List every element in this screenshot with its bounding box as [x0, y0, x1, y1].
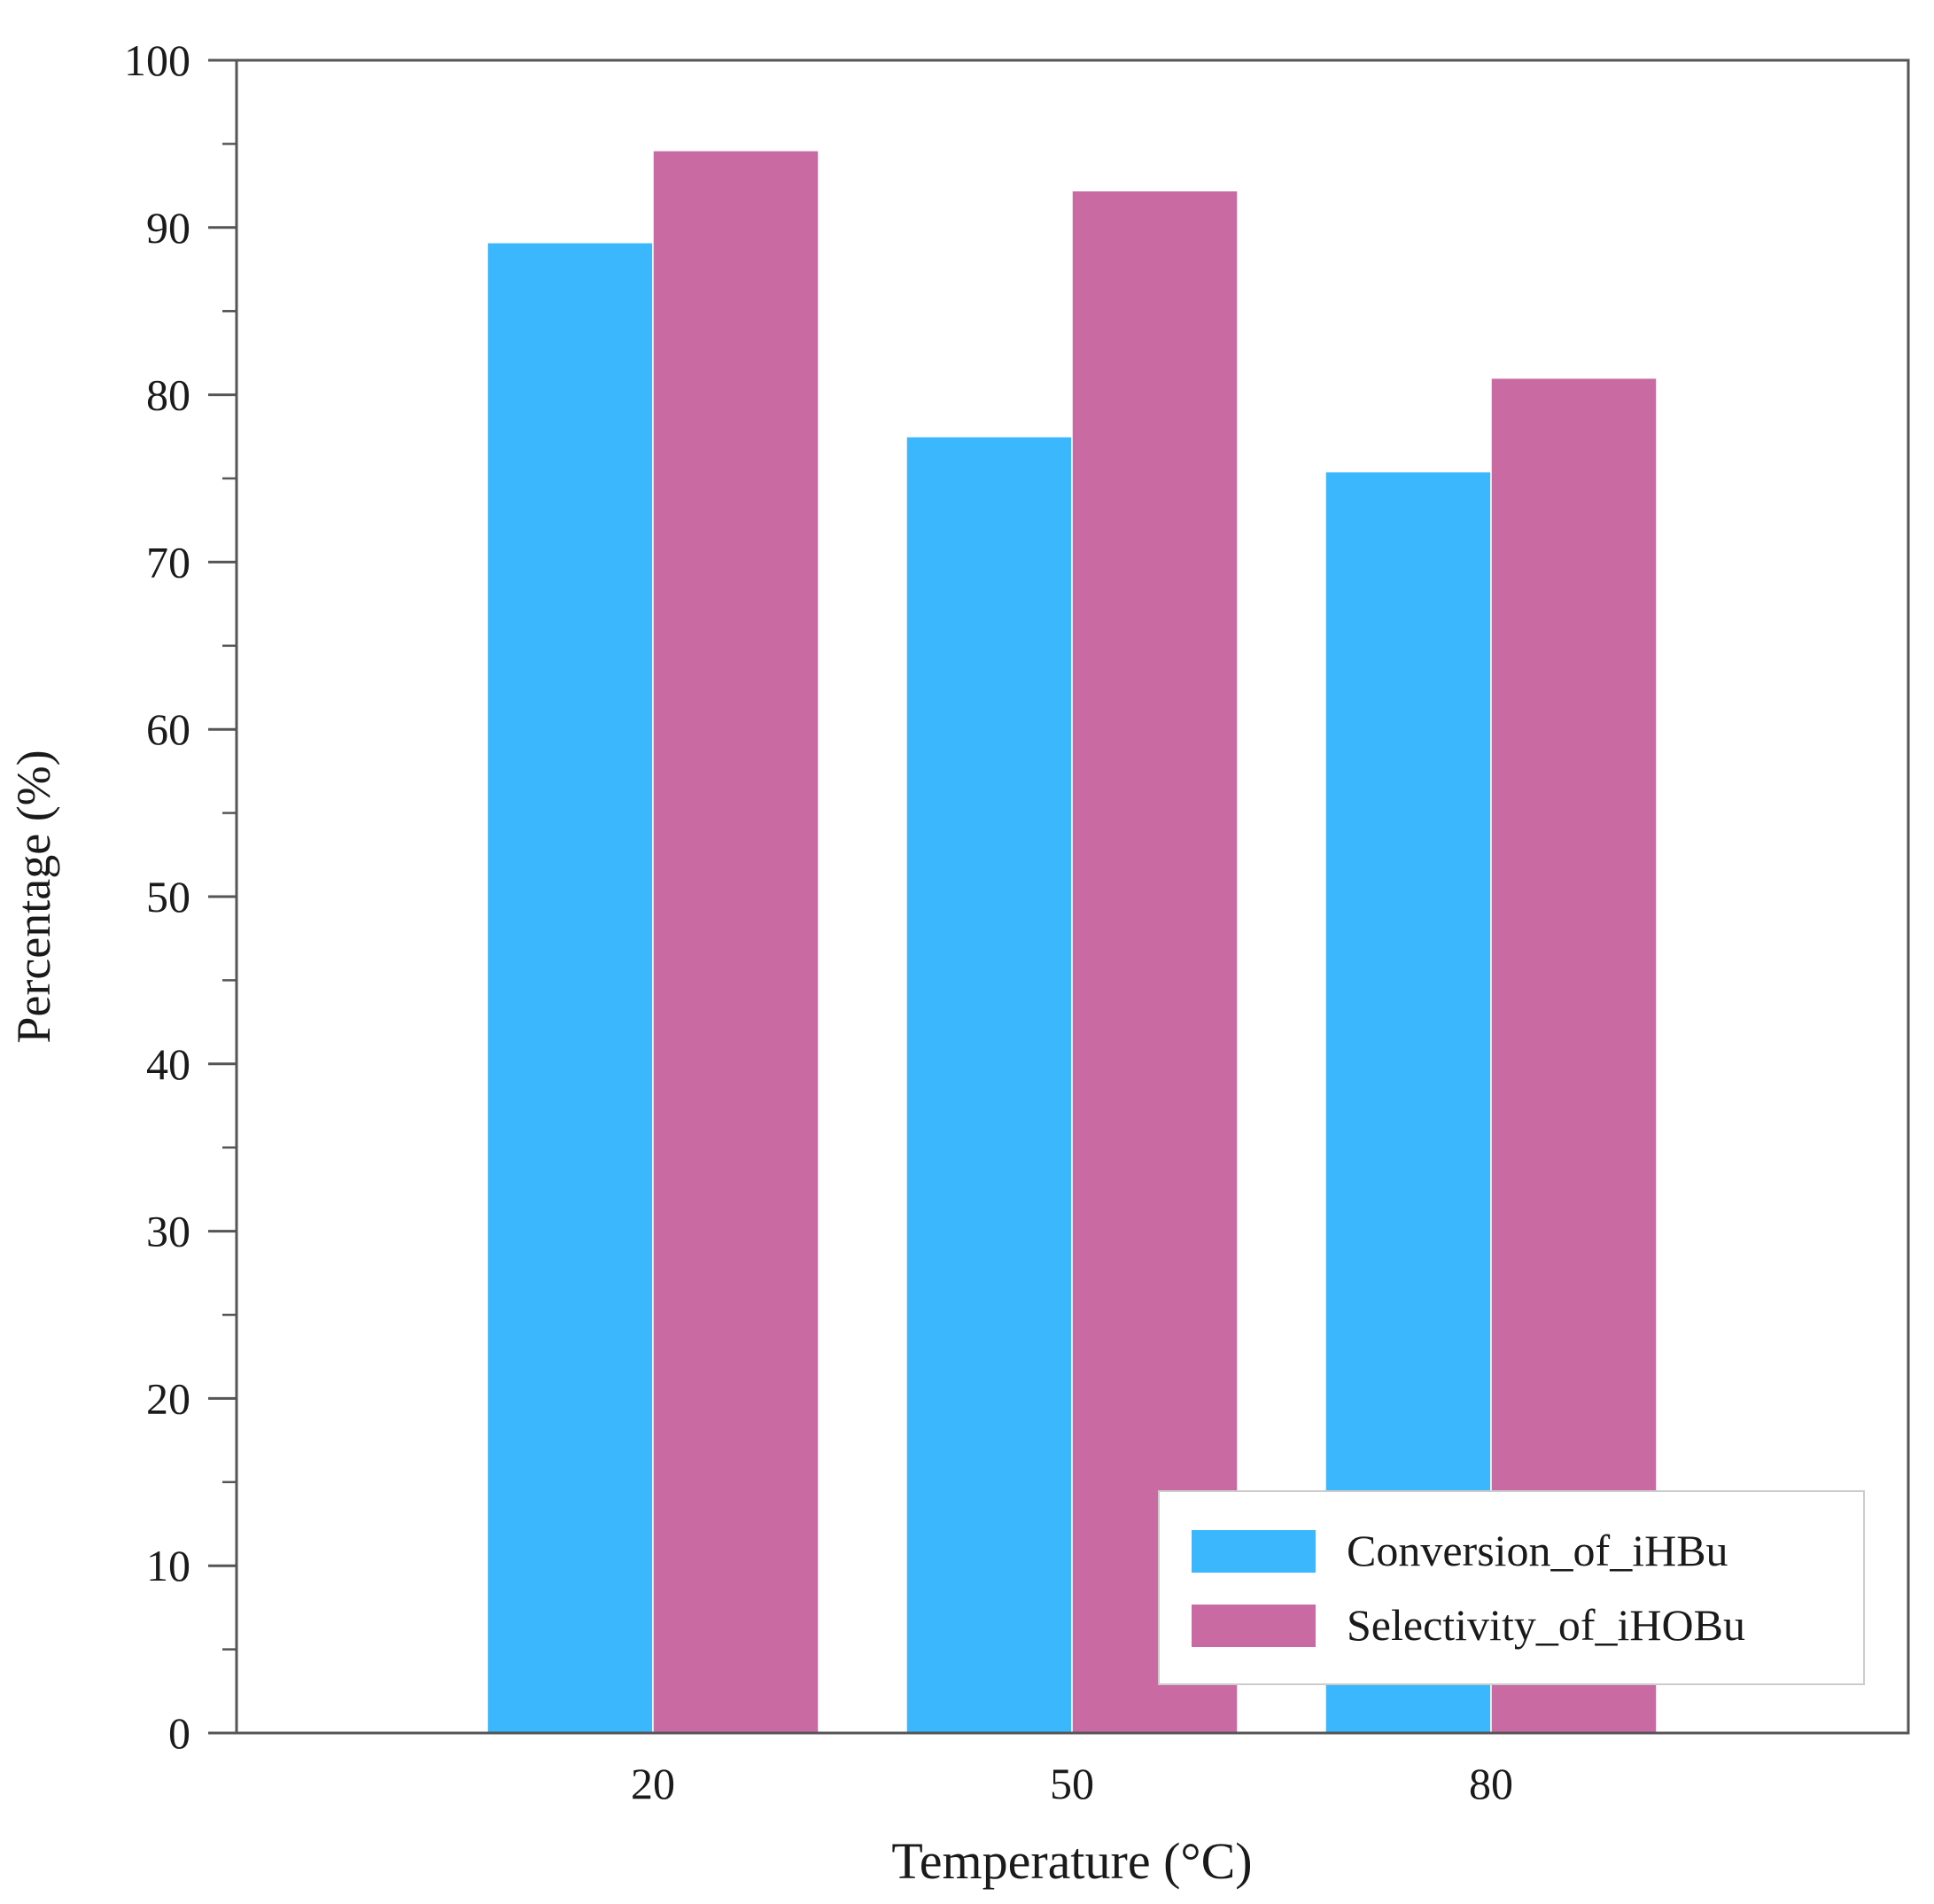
legend-box	[1158, 1490, 1865, 1685]
x-tick-label: 50	[1050, 1759, 1094, 1808]
legend-swatch	[1192, 1605, 1316, 1647]
y-tick-label: 30	[146, 1207, 190, 1256]
y-tick-label: 80	[146, 370, 190, 420]
y-tick-label: 60	[146, 704, 190, 754]
x-tick-label: 20	[631, 1759, 675, 1808]
y-axis-label: Percentage (%)	[7, 750, 60, 1043]
y-tick-label: 20	[146, 1373, 190, 1423]
x-axis-label: Temperature (°C)	[891, 1832, 1252, 1890]
legend-label: Conversion_of_iHBu	[1347, 1526, 1728, 1575]
x-tick-label: 80	[1469, 1759, 1513, 1808]
y-tick-label: 100	[124, 35, 190, 85]
y-tick-label: 50	[146, 872, 190, 921]
bar-Conversion_of_iHBu-20	[486, 242, 654, 1734]
bar-Selectivity_of_iHOBu-20	[652, 150, 819, 1734]
legend-label: Selectivity_of_iHOBu	[1347, 1600, 1745, 1650]
y-tick-label: 0	[168, 1708, 190, 1758]
y-tick-label: 10	[146, 1541, 190, 1590]
bar-Conversion_of_iHBu-50	[905, 436, 1073, 1734]
y-tick-label: 90	[146, 203, 190, 253]
legend: Conversion_of_iHBu Selectivity_of_iHOBu	[1158, 1490, 1865, 1685]
ticks-layer: 0 10 20 30 40 50 60 70 80 90 100 20 50 80	[124, 35, 1513, 1808]
y-tick-label: 40	[146, 1039, 190, 1089]
y-tick-label: 70	[146, 537, 190, 587]
legend-swatch	[1192, 1530, 1316, 1573]
